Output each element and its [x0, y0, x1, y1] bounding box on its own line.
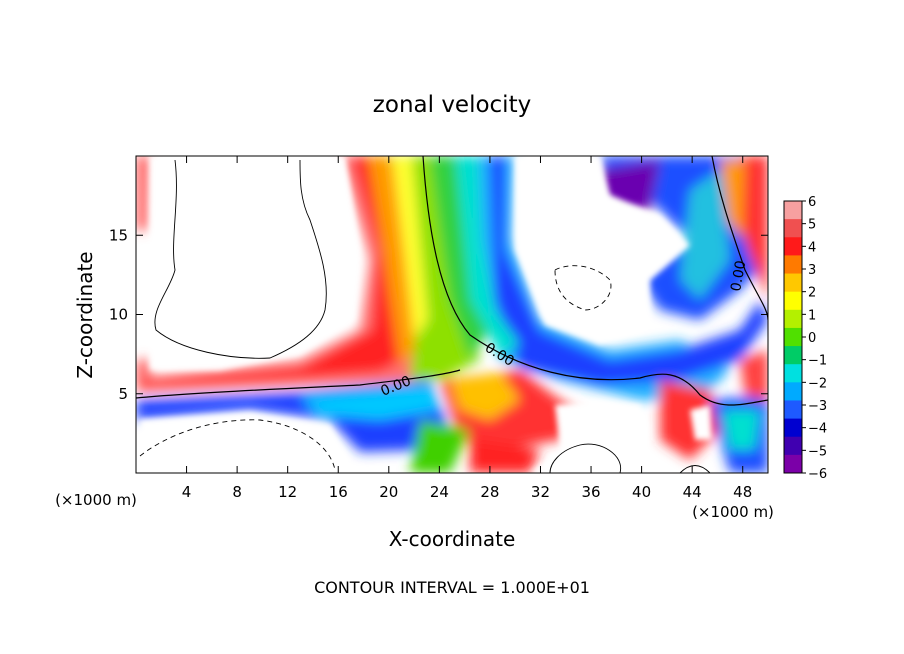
- colorbar-label: 4: [808, 240, 816, 255]
- x-tick-label: 24: [430, 483, 449, 501]
- x-tick-label: 32: [531, 483, 550, 501]
- x-tick-label: 4: [182, 483, 192, 501]
- x-unit-note-left: (×1000 m): [55, 491, 137, 509]
- velocity-field: 0.00 0.00 0.00: [136, 156, 768, 473]
- colorbar-swatch: [784, 201, 802, 220]
- colorbar-swatch: [784, 364, 802, 383]
- colorbar-swatch: [784, 291, 802, 311]
- y-tick-label: 5: [118, 385, 128, 403]
- colorbar-label: 2: [808, 286, 816, 301]
- colorbar-label: −4: [808, 422, 827, 437]
- colorbar-swatch: [784, 255, 802, 275]
- x-tick-label: 40: [632, 483, 651, 501]
- colorbar-swatch: [784, 309, 802, 329]
- contour-interval-footer: CONTOUR INTERVAL = 1.000E+01: [314, 578, 590, 597]
- x-axis-ticks: 4 8 12 16 20 24 28 32 36 40 44 48: [182, 156, 752, 501]
- x-axis-label: X-coordinate: [389, 527, 516, 551]
- colorbar-swatch: [784, 237, 802, 256]
- contour-lines: [136, 156, 768, 473]
- y-tick-label: 15: [109, 226, 128, 244]
- colorbar-label: −1: [808, 354, 827, 369]
- x-tick-label: 8: [232, 483, 242, 501]
- x-tick-label: 44: [683, 483, 702, 501]
- x-tick-label: 12: [278, 483, 297, 501]
- zero-contour-right: [711, 156, 768, 321]
- x-tick-label: 20: [379, 483, 398, 501]
- zero-contour-left: [136, 369, 461, 399]
- contour-upper-left: [154, 159, 327, 359]
- y-axis-label: Z-coordinate: [73, 251, 97, 378]
- colorbar-swatch: [784, 219, 802, 238]
- dashed-contour-lower: [139, 419, 336, 471]
- colorbar-swatch: [784, 418, 802, 438]
- colorbar-label: 0: [808, 331, 816, 346]
- y-tick-label: 10: [109, 306, 128, 324]
- colorbar-label: 1: [808, 308, 816, 323]
- colorbar-swatch: [784, 454, 802, 474]
- zero-contour-main: [422, 156, 768, 406]
- white-region-upper-left: [150, 156, 360, 370]
- x-tick-label: 36: [581, 483, 600, 501]
- x-tick-label: 48: [733, 483, 752, 501]
- x-tick-label: 28: [480, 483, 499, 501]
- colorbar-label: −3: [808, 399, 827, 414]
- white-region-upper-mid: [515, 156, 690, 345]
- contour-label: 0.00: [728, 259, 749, 292]
- dashed-contour-mid: [554, 265, 612, 311]
- colorbar-label: 5: [808, 218, 816, 233]
- colorbar-swatch: [784, 400, 802, 420]
- chart-title: zonal velocity: [373, 92, 531, 118]
- colorbar-label: 3: [808, 263, 816, 278]
- colorbar-swatch: [784, 273, 802, 293]
- colorbar-label: 6: [808, 195, 816, 210]
- x-tick-label: 16: [329, 483, 348, 501]
- positive-plume: [136, 156, 440, 392]
- colorbar-swatch: [784, 346, 802, 365]
- colorbar-swatch: [784, 327, 802, 347]
- colorbar-label: −2: [808, 376, 827, 391]
- colorbar: 6 5 4 3 2 1 0 −1 −2 −3 −4 −5 −6: [783, 195, 827, 482]
- colorbar-swatch: [784, 382, 802, 401]
- colorbar-label: −6: [808, 467, 827, 482]
- colorbar-label: −5: [808, 444, 827, 459]
- x-unit-note-right: (×1000 m): [692, 503, 774, 521]
- colorbar-swatch: [784, 436, 802, 456]
- y-axis-ticks: 5 10 15: [109, 226, 768, 403]
